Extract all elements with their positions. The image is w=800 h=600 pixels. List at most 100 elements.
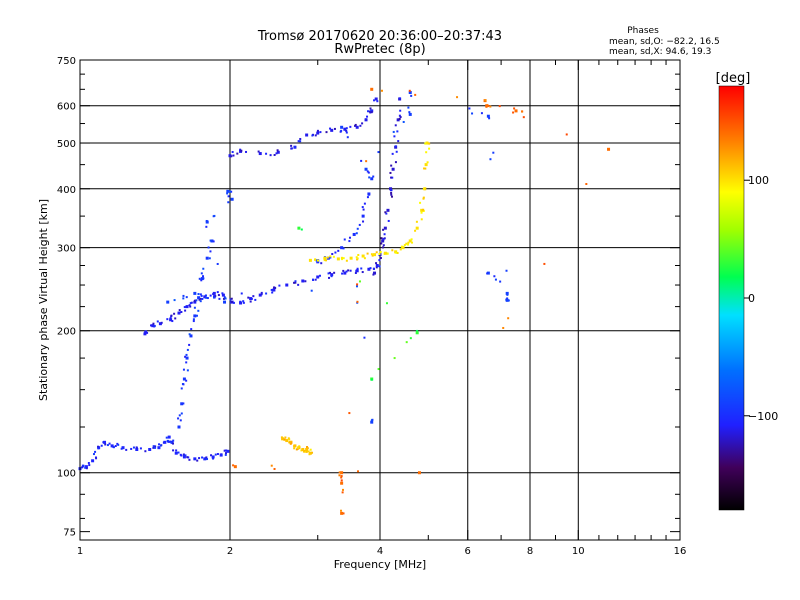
data-point-scatter	[311, 451, 314, 454]
data-point-scatter	[484, 99, 487, 102]
data-point	[239, 301, 243, 305]
data-point-scatter	[486, 272, 489, 275]
data-point-scatter	[276, 149, 279, 152]
data-point-scatter	[355, 232, 358, 235]
data-point	[505, 298, 509, 302]
data-point	[367, 267, 371, 271]
data-point	[408, 239, 412, 243]
data-point-scatter	[361, 122, 364, 125]
data-point-scatter	[97, 447, 100, 450]
data-point-scatter	[363, 257, 366, 260]
data-point-scatter	[333, 271, 336, 274]
data-point-scatter	[224, 297, 227, 300]
data-point-scatter	[377, 151, 380, 154]
data-point-scatter	[177, 417, 180, 420]
data-point-scatter	[188, 333, 191, 336]
data-point	[340, 125, 344, 129]
data-point-scatter	[498, 105, 501, 108]
data-point-scatter	[340, 475, 343, 478]
data-point-scatter	[199, 300, 202, 303]
data-point-scatter	[513, 107, 516, 110]
data-point	[396, 118, 400, 122]
data-point-scatter	[180, 387, 183, 390]
data-point-scatter	[380, 242, 383, 245]
data-point-scatter	[355, 285, 358, 288]
data-point-scatter	[186, 456, 189, 459]
data-point-scatter	[328, 271, 331, 274]
data-point-scatter	[139, 447, 142, 450]
data-point	[383, 251, 387, 255]
data-point-scatter	[345, 259, 348, 262]
data-point-scatter	[288, 441, 291, 444]
data-point-scatter	[226, 192, 229, 195]
data-point-scatter	[357, 253, 360, 256]
data-point-scatter	[265, 292, 268, 295]
data-point-scatter	[367, 171, 370, 174]
data-point-scatter	[298, 445, 301, 448]
data-point-scatter	[271, 291, 274, 294]
data-point-scatter	[207, 246, 210, 249]
data-point-scatter	[185, 361, 188, 364]
data-point-scatter	[304, 280, 307, 283]
data-point-scatter	[394, 161, 397, 164]
data-point-scatter	[394, 145, 397, 148]
data-point-scatter	[222, 297, 225, 300]
data-point	[166, 300, 170, 304]
colorbar-tick-label: 0	[748, 292, 755, 305]
data-point-scatter	[397, 140, 400, 143]
data-point-scatter	[386, 252, 389, 255]
data-point	[177, 311, 181, 315]
data-point	[185, 305, 189, 309]
data-point-scatter	[309, 448, 312, 451]
data-point-scatter	[192, 318, 195, 321]
grid-lines	[80, 60, 680, 540]
data-point-scatter	[356, 227, 359, 230]
data-point-scatter	[288, 438, 291, 441]
data-point-scatter	[391, 249, 394, 252]
data-point-scatter	[360, 159, 363, 162]
data-point-scatter	[170, 314, 173, 317]
data-point-scatter	[314, 134, 317, 137]
data-point-scatter	[88, 464, 91, 467]
data-point-scatter	[108, 442, 111, 445]
data-point-scatter	[294, 281, 297, 284]
data-point-scatter	[179, 419, 182, 422]
data-point-scatter	[420, 211, 423, 214]
data-point-scatter	[348, 240, 351, 243]
data-point-scatter	[236, 152, 239, 155]
data-point	[361, 214, 365, 218]
data-point	[148, 447, 152, 451]
data-point-scatter	[197, 309, 200, 312]
data-point-scatter	[330, 275, 333, 278]
data-point-scatter	[325, 131, 328, 134]
data-point-scatter	[305, 450, 308, 453]
data-point-scatter	[213, 214, 216, 217]
data-point-scatter	[329, 256, 332, 259]
data-point-scatter	[200, 272, 203, 275]
data-point-scatter	[398, 114, 401, 117]
data-point-scatter	[192, 320, 195, 323]
data-point-scatter	[206, 458, 209, 461]
data-point-scatter	[306, 447, 309, 450]
data-point-scatter	[216, 262, 219, 265]
data-point-scatter	[152, 446, 155, 449]
y-tick-label: 200	[57, 327, 76, 338]
data-point-scatter	[135, 447, 138, 450]
chart-title: Tromsø 20170620 20:36:00–20:37:43	[257, 29, 502, 44]
data-point	[308, 451, 312, 455]
data-point-scatter	[180, 412, 183, 415]
data-point-scatter	[493, 275, 496, 278]
data-point	[340, 246, 344, 250]
data-point-scatter	[422, 197, 425, 200]
data-point-scatter	[117, 443, 120, 446]
data-point-scatter	[370, 111, 373, 114]
data-point-scatter	[188, 343, 191, 346]
data-point-scatter	[420, 218, 423, 221]
data-point-scatter	[308, 453, 311, 456]
data-point-scatter	[426, 161, 429, 164]
data-point-scatter	[370, 378, 373, 381]
data-point-scatter	[290, 441, 293, 444]
data-point-scatter	[182, 402, 185, 405]
data-point-scatter	[230, 155, 233, 158]
data-point-scatter	[249, 300, 252, 303]
